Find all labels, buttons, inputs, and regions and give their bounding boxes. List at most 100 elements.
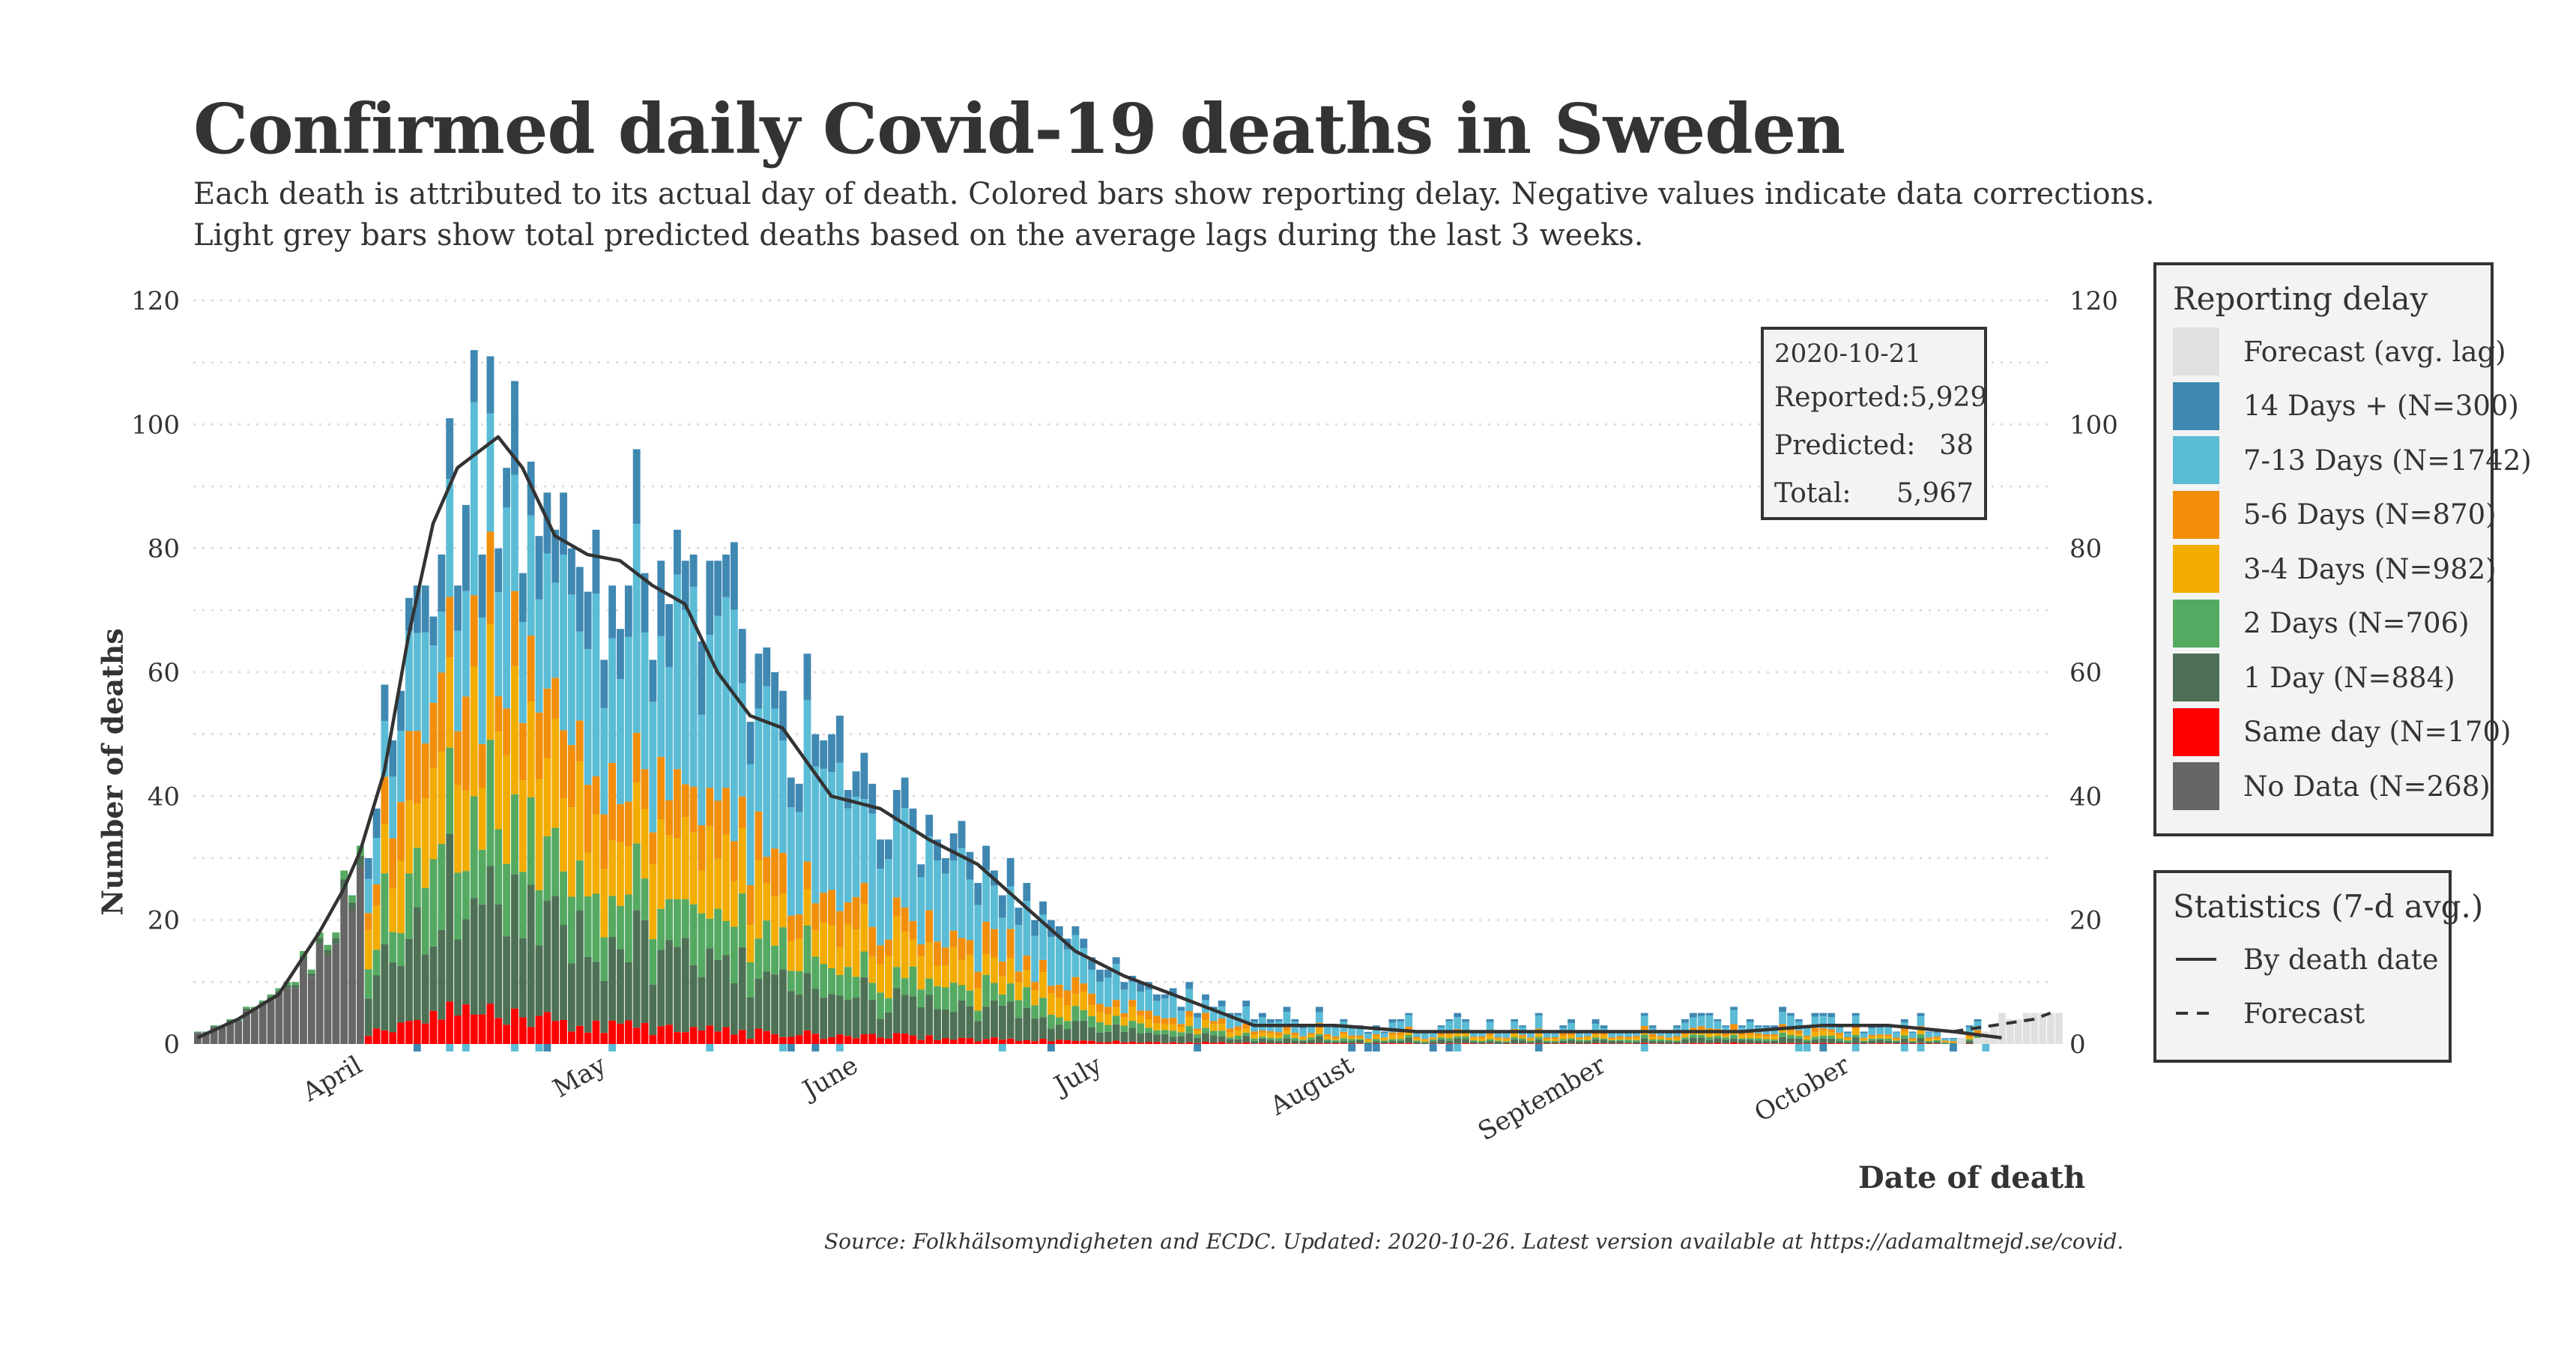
bar-segment	[1096, 982, 1104, 1004]
bar-segment	[1722, 1043, 1729, 1044]
bar-segment	[536, 890, 543, 946]
bar-segment	[1161, 1034, 1169, 1043]
y-tick-label-right: 40	[2069, 782, 2102, 812]
bar-segment	[633, 1027, 641, 1044]
bar-segment	[486, 356, 494, 413]
bar-segment	[820, 1039, 827, 1044]
bar-segment	[868, 1034, 876, 1044]
bar-segment	[1071, 1021, 1079, 1041]
bar-segment	[1251, 1042, 1258, 1044]
bar-segment	[1015, 971, 1023, 982]
bar-segment	[1056, 985, 1063, 998]
bar-segment	[1706, 1015, 1714, 1028]
bar-segment	[1234, 1027, 1242, 1030]
bar-segment	[462, 505, 470, 591]
bar-segment	[1763, 1036, 1771, 1039]
bar-segment	[1088, 1016, 1095, 1027]
bar-segment	[787, 916, 795, 941]
bar-segment	[1389, 1043, 1397, 1044]
legend-swatch	[2173, 491, 2219, 539]
bar-segment	[1576, 1033, 1583, 1037]
bar-segment	[690, 965, 698, 1027]
bar-segment	[251, 1010, 258, 1044]
bar-segment	[665, 800, 673, 836]
forecast-bar	[2039, 1013, 2046, 1044]
bar-segment	[811, 956, 819, 989]
bar-segment	[1056, 1039, 1063, 1044]
bar-segment	[1893, 1039, 1900, 1041]
bar-segment	[698, 914, 706, 977]
bar-segment	[853, 929, 860, 977]
bar-segment	[1478, 1036, 1486, 1039]
bar-segment	[982, 869, 990, 921]
bar-segment	[495, 592, 502, 696]
bar-segment	[1284, 1038, 1291, 1043]
bar-segment	[1608, 1033, 1615, 1037]
bar-segment	[1145, 990, 1152, 1011]
bar-segment	[1031, 1005, 1038, 1018]
bar-segment	[365, 969, 372, 998]
bar-segment	[877, 839, 884, 869]
bar-segment	[1307, 1034, 1315, 1037]
bar-segment	[1007, 959, 1015, 983]
bar-segment	[1096, 1012, 1104, 1022]
legend-label: Same day (N=170)	[2243, 716, 2511, 748]
bar-segment	[365, 998, 372, 1036]
bar-segment	[917, 1040, 925, 1044]
bar-segment	[1299, 1028, 1307, 1036]
bar-segment	[1755, 1038, 1762, 1040]
bar-segment	[1869, 1036, 1876, 1039]
bar-segment	[617, 949, 624, 1024]
bar-segment	[576, 567, 584, 631]
bar-segment	[551, 677, 559, 719]
bar-segment	[674, 1032, 681, 1044]
legend-item: Forecast	[2173, 986, 2449, 1040]
bar-segment	[462, 791, 470, 871]
bar-segment	[714, 561, 722, 616]
bar-segment	[1827, 1017, 1835, 1029]
y-tick-label-left: 80	[148, 534, 180, 564]
bar-segment	[1145, 1033, 1152, 1042]
bar-segment	[853, 771, 860, 797]
bar-segment	[1844, 1039, 1851, 1041]
bar-segment	[1876, 1040, 1884, 1043]
bar-segment	[1771, 1036, 1778, 1039]
bar-segment	[999, 1039, 1006, 1044]
bar-segment	[1827, 1039, 1835, 1043]
bar-segment	[1210, 1043, 1218, 1044]
bar-segment	[600, 869, 608, 938]
bar-segment	[1592, 1037, 1600, 1039]
chart-subtitle: Each death is attributed to its actual d…	[193, 174, 2155, 256]
bar-segment	[486, 531, 494, 624]
bar-segment	[747, 962, 755, 998]
bar-segment	[1641, 1042, 1648, 1044]
bar-segment	[982, 922, 990, 954]
bar-segment	[657, 950, 665, 1026]
bar-segment	[633, 843, 641, 910]
chart-title: Confirmed daily Covid-19 deaths in Swede…	[193, 88, 1845, 169]
bar-segment	[925, 836, 933, 911]
bar-negative	[1852, 1044, 1860, 1051]
bar-segment	[495, 905, 502, 1018]
bar-segment	[593, 1021, 600, 1044]
bar-segment	[1827, 1043, 1835, 1044]
bar-segment	[300, 960, 307, 1044]
bar-segment	[1478, 1041, 1486, 1042]
bar-segment	[1470, 1040, 1478, 1042]
bar-segment	[1673, 1025, 1681, 1027]
bar-segment	[1047, 1042, 1055, 1044]
bar-segment	[1592, 1035, 1600, 1038]
bar-segment	[1755, 1033, 1762, 1036]
bar-segment	[925, 995, 933, 1036]
bar-segment	[796, 784, 803, 812]
bar-segment	[1876, 1034, 1884, 1036]
bar-segment	[1381, 1031, 1388, 1033]
bar-segment	[706, 919, 713, 948]
bar-segment	[243, 1007, 250, 1008]
bar-segment	[576, 860, 584, 910]
bar-segment	[1373, 1036, 1380, 1039]
bar-segment	[682, 899, 689, 938]
bar-segment	[804, 973, 811, 1030]
bar-segment	[446, 657, 453, 748]
bar-segment	[527, 636, 535, 701]
